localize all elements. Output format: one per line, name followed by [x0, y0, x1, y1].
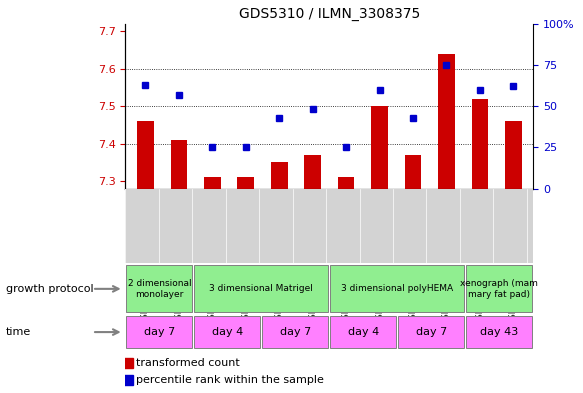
- Text: time: time: [6, 327, 31, 337]
- Bar: [405, 155, 422, 189]
- Bar: [194, 316, 261, 348]
- Bar: [472, 99, 489, 189]
- Text: day 4: day 4: [348, 327, 379, 337]
- Text: 3 dimensional polyHEMA: 3 dimensional polyHEMA: [342, 285, 454, 293]
- Bar: [262, 316, 328, 348]
- Bar: [271, 162, 287, 189]
- Bar: [194, 265, 328, 312]
- Title: GDS5310 / ILMN_3308375: GDS5310 / ILMN_3308375: [239, 7, 420, 21]
- Bar: [237, 177, 254, 189]
- Bar: [505, 121, 522, 189]
- Bar: [304, 155, 321, 189]
- Bar: [170, 140, 187, 189]
- Bar: [438, 53, 455, 189]
- Text: 3 dimensional Matrigel: 3 dimensional Matrigel: [209, 285, 313, 293]
- Text: percentile rank within the sample: percentile rank within the sample: [136, 375, 324, 385]
- Bar: [127, 265, 192, 312]
- Bar: [127, 316, 192, 348]
- Bar: [137, 121, 154, 189]
- Bar: [398, 316, 465, 348]
- Text: day 7: day 7: [416, 327, 447, 337]
- Text: day 43: day 43: [480, 327, 518, 337]
- Text: growth protocol: growth protocol: [6, 284, 93, 294]
- Bar: [331, 265, 465, 312]
- Bar: [338, 177, 354, 189]
- Text: transformed count: transformed count: [136, 358, 240, 367]
- Text: day 4: day 4: [212, 327, 243, 337]
- Bar: [466, 265, 532, 312]
- Bar: [466, 316, 532, 348]
- Bar: [371, 106, 388, 189]
- Bar: [204, 177, 221, 189]
- Text: day 7: day 7: [280, 327, 311, 337]
- Bar: [331, 316, 396, 348]
- Text: day 7: day 7: [144, 327, 175, 337]
- Text: xenograph (mam
mary fat pad): xenograph (mam mary fat pad): [461, 279, 538, 299]
- Text: 2 dimensional
monolayer: 2 dimensional monolayer: [128, 279, 191, 299]
